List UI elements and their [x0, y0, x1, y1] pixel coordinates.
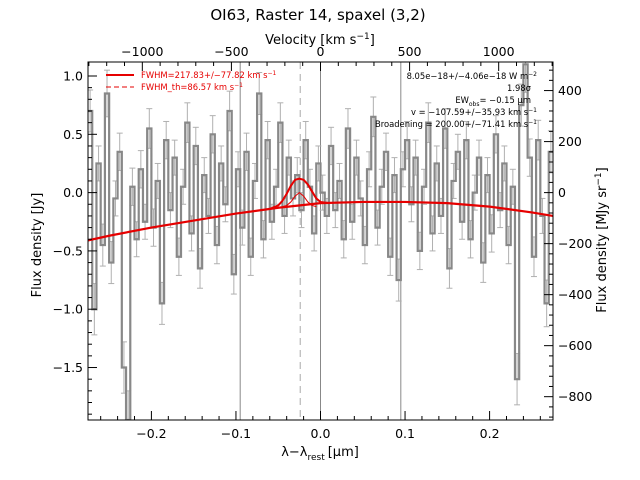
x-tick-label: 0.2: [480, 426, 500, 441]
legend-fwhm-th-label: FWHM_th=86.57 km s−1: [141, 82, 243, 92]
right-tick-label: −200: [558, 236, 592, 251]
legend: FWHM=217.83+/−77.82 km s−1 FWHM_th=86.57…: [106, 70, 277, 92]
legend-fwhm-label: FWHM=217.83+/−77.82 km s−1: [141, 70, 277, 80]
axes: −0.2 −0.1 0.0 0.1 0.2 1.0 0.5 0.0 −0.5 −1.0 −1.5 −1…: [53, 44, 593, 441]
y-tick-label: 0.5: [63, 127, 83, 142]
y-tick-label: −1.5: [53, 360, 83, 375]
fit-annotations: 8.05e−18+/−4.06e−18 W m−2 1.98σ EWobs= −…: [375, 71, 537, 129]
y-axis-label-left: Flux density [Jy]: [30, 193, 45, 298]
x-tick-label: −0.2: [136, 426, 166, 441]
x-tick-label: −0.1: [221, 426, 251, 441]
plot-content: [88, 62, 553, 420]
instrumental-profile-line: [282, 192, 317, 208]
annotation-ew: EWobs= −0.15 μm: [455, 95, 531, 108]
velocity-tick-label: −1000: [121, 44, 163, 59]
velocity-tick-label: 0: [317, 44, 325, 59]
velocity-axis-label: Velocity [km s−1]: [265, 32, 375, 48]
spectrum-step-line: [88, 63, 553, 420]
y-tick-label: 0.0: [63, 185, 83, 200]
x-tick-label: 0.0: [311, 426, 331, 441]
y-tick-label: 1.0: [63, 68, 83, 83]
right-tick-label: 400: [558, 83, 582, 98]
x-tick-label: 0.1: [395, 426, 415, 441]
annotation-broadening: Broadening = 200.00+/−71.41 km s−1: [375, 119, 537, 129]
annotation-sigma: 1.98σ: [507, 83, 532, 93]
continuum-line: [88, 200, 553, 242]
annotation-flux: 8.05e−18+/−4.06e−18 W m−2: [407, 71, 538, 81]
plot-area: [88, 62, 553, 420]
right-tick-label: 0: [558, 185, 566, 200]
y-tick-label: −1.0: [53, 302, 83, 317]
chart-title: OI63, Raster 14, spaxel (3,2): [210, 6, 425, 24]
velocity-tick-label: 500: [398, 44, 422, 59]
right-tick-label: −400: [558, 287, 592, 302]
gaussian-fit-line: [269, 177, 330, 210]
x-axis-label: λ−λrest [μm]: [281, 445, 359, 463]
velocity-tick-label: 1000: [483, 44, 515, 59]
right-tick-label: 200: [558, 134, 582, 149]
y-axis-label-right: Flux density [MJy sr−1]: [594, 167, 610, 312]
y-tick-label: −0.5: [53, 243, 83, 258]
velocity-tick-label: −500: [214, 44, 248, 59]
annotation-velocity: v = −107.59+/−35.93 km s−1: [411, 107, 537, 117]
right-tick-label: −600: [558, 338, 592, 353]
right-tick-label: −800: [558, 389, 592, 404]
